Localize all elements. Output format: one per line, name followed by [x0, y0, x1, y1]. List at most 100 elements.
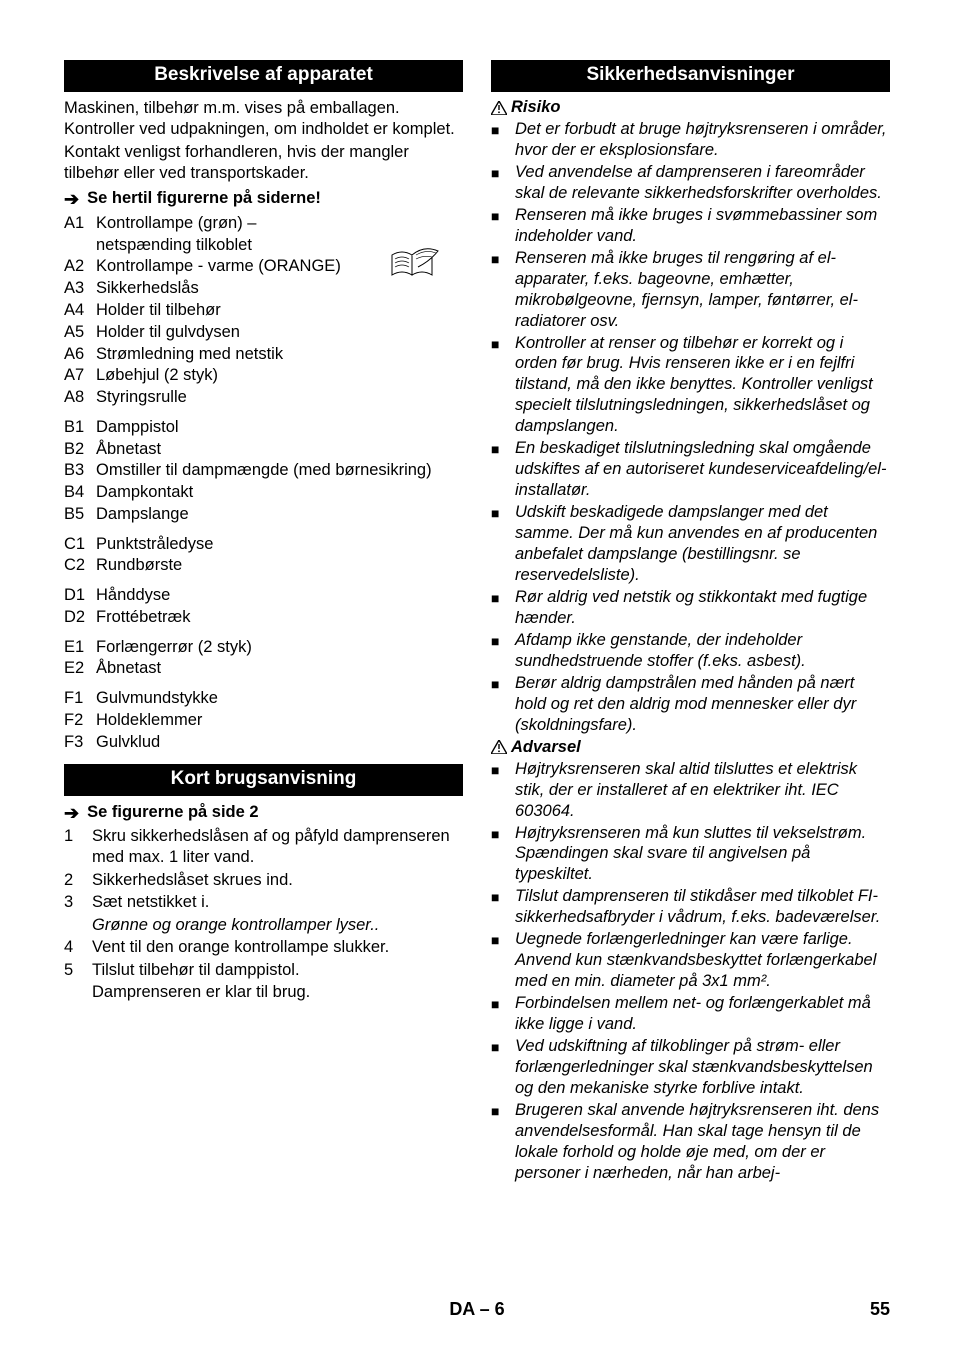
part-label: Rundbørste	[96, 555, 463, 577]
part-row: C1Punktstråledyse	[64, 534, 463, 556]
square-bullet-icon: ■	[491, 823, 515, 886]
bullet-item: ■Tilslut damprenseren til stikdåser med …	[491, 886, 890, 928]
part-label: Kontrollampe (grøn) –	[96, 213, 463, 235]
part-row: A4Holder til tilbehør	[64, 300, 463, 322]
part-label: Forlængerrør (2 styk)	[96, 637, 463, 659]
part-label: Strømledning med netstik	[96, 344, 463, 366]
bullet-text: Rør aldrig ved netstik og stikkontakt me…	[515, 587, 890, 629]
square-bullet-icon: ■	[491, 886, 515, 928]
part-label: Frottébetræk	[96, 607, 463, 629]
part-row: A7Løbehjul (2 styk)	[64, 365, 463, 387]
square-bullet-icon: ■	[491, 248, 515, 332]
footer-page-number: 55	[870, 1299, 890, 1320]
bullet-item: ■Kontroller at renser og tilbehør er kor…	[491, 333, 890, 438]
step-row: 3Sæt netstikket i.	[64, 892, 463, 913]
square-bullet-icon: ■	[491, 587, 515, 629]
right-column: Sikkerhedsanvisninger Risiko ■Det er for…	[491, 60, 890, 1185]
bullet-item: ■Berør aldrig dampstrålen med hånden på …	[491, 673, 890, 736]
step-row: Grønne og orange kontrollamper lyser..	[64, 915, 463, 936]
square-bullet-icon: ■	[491, 993, 515, 1035]
part-code: A6	[64, 344, 96, 366]
part-code: B1	[64, 417, 96, 439]
part-code: B3	[64, 460, 96, 482]
bullet-item: ■Renseren må ikke bruges til rengøring a…	[491, 248, 890, 332]
part-code: A3	[64, 278, 96, 300]
square-bullet-icon: ■	[491, 438, 515, 501]
part-label: Damppistol	[96, 417, 463, 439]
parts-list: A1Kontrollampe (grøn) –netspænding tilko…	[64, 213, 463, 754]
bullet-text: Kontroller at renser og tilbehør er korr…	[515, 333, 890, 438]
part-row: B1Damppistol	[64, 417, 463, 439]
bullet-item: ■Renseren må ikke bruges i svømmebassine…	[491, 205, 890, 247]
steps-list: 1Skru sikkerhedslåsen af og påfyld dampr…	[64, 826, 463, 1004]
step-number: 4	[64, 937, 92, 958]
part-code: B2	[64, 439, 96, 461]
bullet-text: Renseren må ikke bruges i svømmebassiner…	[515, 205, 890, 247]
part-row: F2Holdeklemmer	[64, 710, 463, 732]
section-header-quickguide: Kort brugsanvisning	[64, 764, 463, 796]
part-row: A1Kontrollampe (grøn) –	[64, 213, 463, 235]
bullet-text: Ved anvendelse af damprenseren i fareomr…	[515, 162, 890, 204]
square-bullet-icon: ■	[491, 1036, 515, 1099]
part-label: Styringsrulle	[96, 387, 463, 409]
part-row: A6Strømledning med netstik	[64, 344, 463, 366]
bullet-item: ■Højtryksrenseren må kun sluttes til vek…	[491, 823, 890, 886]
intro-paragraph-1: Maskinen, tilbehør m.m. vises på emballa…	[64, 98, 463, 140]
part-row: F1Gulvmundstykke	[64, 688, 463, 710]
step-subtext: Damprenseren er klar til brug.	[92, 982, 463, 1003]
part-row: E2Åbnetast	[64, 658, 463, 680]
part-row: B5Dampslange	[64, 504, 463, 526]
risk-list: ■Det er forbudt at bruge højtryksrensere…	[491, 119, 890, 736]
open-book-icon	[388, 245, 440, 292]
square-bullet-icon: ■	[491, 162, 515, 204]
step-number: 1	[64, 826, 92, 869]
bullet-item: ■Rør aldrig ved netstik og stikkontakt m…	[491, 587, 890, 629]
bullet-item: ■Brugeren skal anvende højtryksrenseren …	[491, 1100, 890, 1184]
left-column: Beskrivelse af apparatet Maskinen, tilbe…	[64, 60, 463, 1185]
part-code: D1	[64, 585, 96, 607]
part-code: A5	[64, 322, 96, 344]
step-number: 3	[64, 892, 92, 913]
bullet-item: ■Udskift beskadigede dampslanger med det…	[491, 502, 890, 586]
step-subtext: Grønne og orange kontrollamper lyser..	[92, 915, 463, 936]
bullet-text: Afdamp ikke genstande, der indeholder su…	[515, 630, 890, 672]
part-code: F3	[64, 732, 96, 754]
warning-triangle-icon	[491, 740, 511, 754]
bullet-item: ■Uegnede forlængerledninger kan være far…	[491, 929, 890, 992]
step-text: Sæt netstikket i.	[92, 892, 463, 913]
square-bullet-icon: ■	[491, 119, 515, 161]
part-row: B2Åbnetast	[64, 439, 463, 461]
square-bullet-icon: ■	[491, 205, 515, 247]
part-code: C2	[64, 555, 96, 577]
part-label: Dampkontakt	[96, 482, 463, 504]
risk-heading: Risiko	[491, 98, 890, 117]
bullet-item: ■En beskadiget tilslutningsledning skal …	[491, 438, 890, 501]
part-label: Åbnetast	[96, 658, 463, 680]
section-header-description: Beskrivelse af apparatet	[64, 60, 463, 92]
step-text: Vent til den orange kontrollampe slukker…	[92, 937, 463, 958]
step-row: Damprenseren er klar til brug.	[64, 982, 463, 1003]
bullet-text: Det er forbudt at bruge højtryksrenseren…	[515, 119, 890, 161]
part-label: Omstiller til dampmængde (med børnesikri…	[96, 460, 463, 482]
square-bullet-icon: ■	[491, 630, 515, 672]
bullet-text: Ved udskiftning af tilkoblinger på strøm…	[515, 1036, 890, 1099]
bullet-text: Højtryksrenseren skal altid tilsluttes e…	[515, 759, 890, 822]
bullet-item: ■Højtryksrenseren skal altid tilsluttes …	[491, 759, 890, 822]
part-code: B5	[64, 504, 96, 526]
part-code: B4	[64, 482, 96, 504]
see-figures-note-2: ➔ Se figurerne på side 2	[64, 802, 463, 825]
part-label: Gulvklud	[96, 732, 463, 754]
risk-label: Risiko	[511, 98, 561, 117]
bullet-text: Tilslut damprenseren til stikdåser med t…	[515, 886, 890, 928]
part-row: D2Frottébetræk	[64, 607, 463, 629]
part-code: E2	[64, 658, 96, 680]
part-code: A8	[64, 387, 96, 409]
part-label: Gulvmundstykke	[96, 688, 463, 710]
part-label: Punktstråledyse	[96, 534, 463, 556]
part-code: D2	[64, 607, 96, 629]
square-bullet-icon: ■	[491, 333, 515, 438]
step-row: 4Vent til den orange kontrollampe slukke…	[64, 937, 463, 958]
square-bullet-icon: ■	[491, 1100, 515, 1184]
part-row: A8Styringsrulle	[64, 387, 463, 409]
part-row: B3Omstiller til dampmængde (med børnesik…	[64, 460, 463, 482]
